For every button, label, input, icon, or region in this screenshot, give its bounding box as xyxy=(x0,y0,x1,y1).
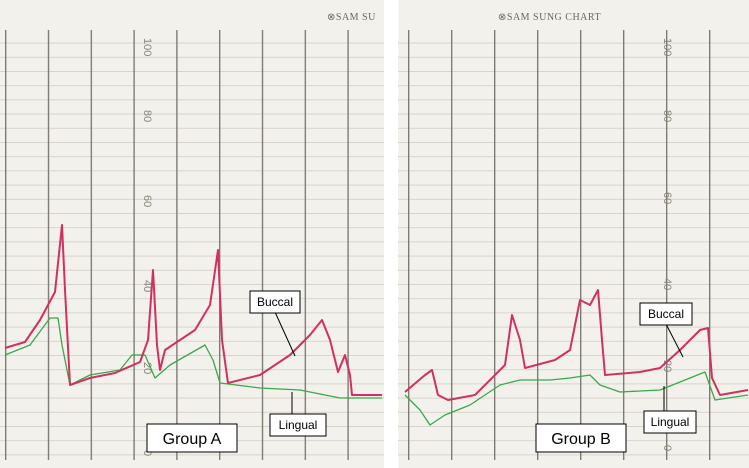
brand: ⊗SAM SUNG CHART xyxy=(498,12,601,23)
brand: ⊗SAM SU xyxy=(327,12,376,23)
lingual-label: Lingual xyxy=(651,415,690,429)
scale-label: 40 xyxy=(661,278,673,290)
panel-a: ⊗SAM SU 100 80 60 40 20 0 Buccal Lingual… xyxy=(0,0,384,468)
group-label: Group B xyxy=(551,431,611,448)
scale-label: 100 xyxy=(661,38,673,56)
screenshot: ⊗SAM SU 100 80 60 40 20 0 Buccal Lingual… xyxy=(0,0,749,468)
panel-b: ⊗SAM SUNG CHART 100 80 60 40 20 0 Buccal… xyxy=(398,0,749,468)
scale-label: 100 xyxy=(141,38,153,56)
scale-label: 0 xyxy=(661,445,673,451)
scale-label: 60 xyxy=(661,192,673,204)
v-grid xyxy=(398,30,749,460)
buccal-label: Buccal xyxy=(648,307,684,321)
scale-label: 60 xyxy=(141,195,153,207)
scale-label: 80 xyxy=(661,110,673,122)
scale-label: 80 xyxy=(141,110,153,122)
lingual-label: Lingual xyxy=(279,418,318,432)
buccal-label: Buccal xyxy=(257,295,293,309)
group-label: Group A xyxy=(163,431,222,448)
